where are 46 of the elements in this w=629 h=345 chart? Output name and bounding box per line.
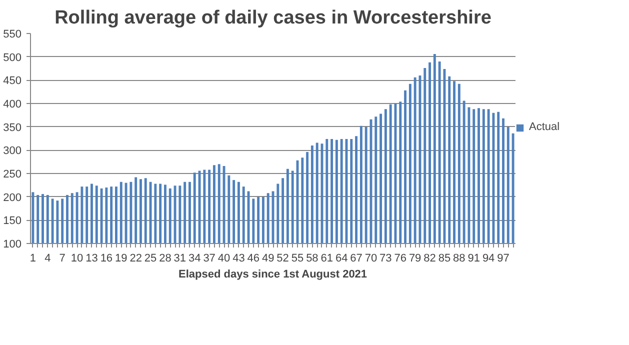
x-tick-label: 91 [468, 252, 480, 264]
x-tick-label: 34 [188, 252, 201, 264]
legend-label: Actual [529, 121, 560, 133]
y-tick-label: 200 [3, 192, 22, 204]
y-tick-label: 400 [3, 98, 22, 110]
x-tick-label: 1 [30, 252, 36, 264]
x-tick-label: 28 [159, 252, 172, 264]
x-tick-label: 55 [291, 252, 304, 264]
x-tick-label: 7 [59, 252, 66, 264]
x-tick-label: 61 [320, 252, 334, 264]
x-tick-label: 43 [232, 252, 245, 264]
x-tick-label: 52 [276, 252, 289, 264]
x-tick-label: 40 [218, 252, 230, 264]
x-tick-label: 82 [424, 252, 436, 264]
x-tick-label: 4 [44, 252, 51, 264]
x-tick-label: 16 [100, 252, 113, 264]
x-tick-label: 88 [453, 252, 466, 264]
y-tick-label: 350 [3, 122, 22, 134]
y-tick-label: 550 [3, 28, 22, 40]
x-tick-label: 79 [408, 252, 422, 264]
x-tick-label: 19 [115, 252, 128, 264]
x-tick-label: 13 [86, 252, 98, 264]
x-tick-label: 49 [262, 252, 274, 264]
y-tick-label: 100 [3, 238, 22, 250]
x-tick-label: 67 [350, 252, 362, 264]
y-tick-label: 300 [3, 145, 22, 158]
x-tick-label: 64 [335, 252, 348, 264]
x-tick-label: 22 [130, 252, 142, 264]
y-tick-label: 500 [3, 52, 22, 64]
x-tick-label: 58 [306, 252, 318, 264]
x-tick-label: 46 [247, 252, 260, 264]
x-tick-label: 76 [394, 252, 407, 264]
x-tick-label: 70 [364, 252, 378, 264]
y-tick-label: 250 [3, 168, 22, 180]
x-tick-label: 97 [497, 252, 510, 264]
x-tick-label: 25 [144, 252, 157, 264]
x-axis-title: Elapsed days since 1st August 2021 [178, 268, 368, 280]
x-tick-label: 73 [380, 252, 392, 264]
x-tick-label: 85 [438, 252, 451, 264]
x-tick-label: 94 [482, 252, 495, 264]
y-tick-label: 450 [3, 75, 22, 88]
x-tick-label: 37 [203, 252, 216, 264]
y-tick-label: 150 [3, 215, 22, 228]
chart-title: Rolling average of daily cases in Worcestershire [54, 8, 492, 28]
x-tick-label: 10 [70, 252, 84, 264]
x-tick-label: 31 [174, 252, 186, 264]
